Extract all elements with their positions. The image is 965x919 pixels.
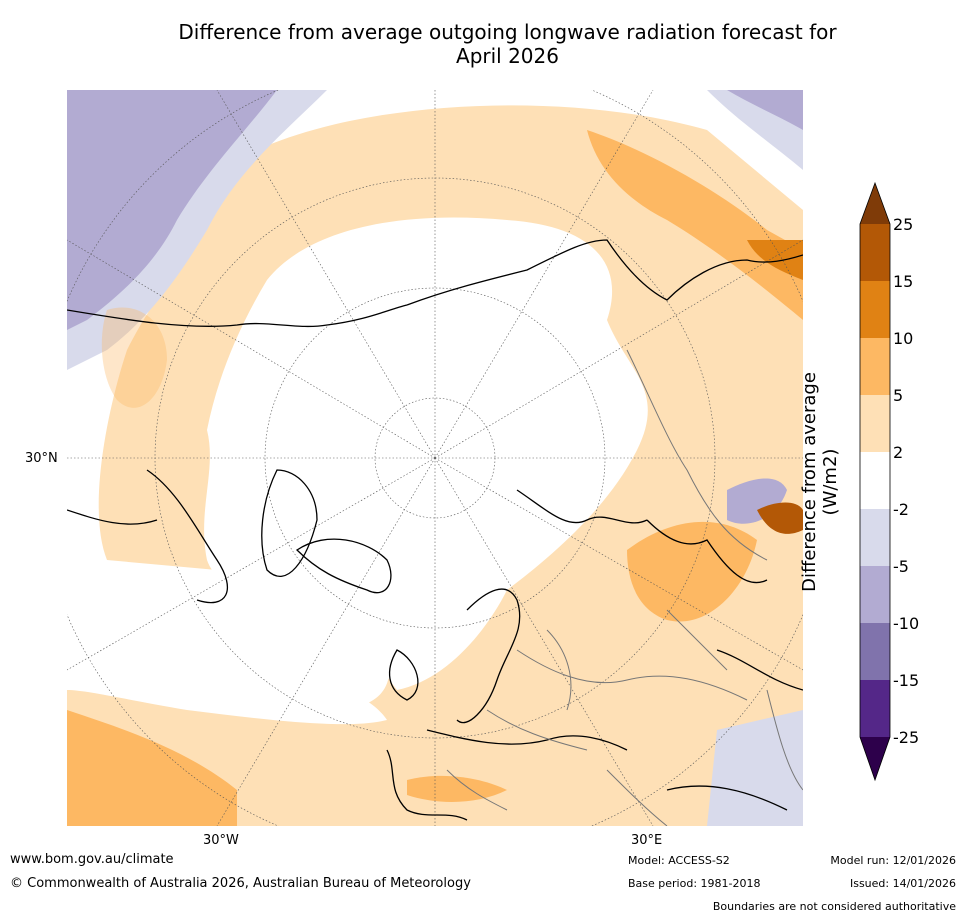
- colorbar-band-neutral: [860, 452, 890, 509]
- issued-text: Issued: 14/01/2026: [849, 877, 956, 890]
- colorbar-band-5-10: [860, 338, 890, 395]
- colorbar: [859, 181, 891, 782]
- base-period-text: Base period: 1981-2018: [628, 877, 761, 890]
- positive-anomaly-regions: [67, 130, 803, 826]
- polar-map: [67, 90, 803, 826]
- colorbar-band-minus-10-15: [860, 623, 890, 680]
- graticule: [67, 90, 803, 826]
- colorbar-tick-minus-10: -10: [893, 614, 920, 633]
- negative-anomaly-regions: [67, 90, 803, 826]
- lat-label-30n: 30°N: [25, 451, 58, 466]
- colorbar-tick-5: 5: [893, 386, 904, 405]
- colorbar-tick-minus-15: -15: [893, 671, 920, 690]
- model-text: Model: ACCESS-S2: [628, 854, 730, 867]
- website-link[interactable]: www.bom.gov.au/climate: [10, 852, 174, 867]
- colorbar-band-minus-5-10: [860, 566, 890, 623]
- colorbar-tick-10: 10: [893, 329, 914, 348]
- colorbar-tick-25: 25: [893, 215, 914, 234]
- chart-title: Difference from average outgoing longwav…: [0, 20, 965, 68]
- lon-label-30w: 30°W: [203, 833, 239, 848]
- near-normal-regions: [67, 217, 648, 725]
- colorbar-outline: [859, 181, 891, 782]
- colorbar-band-minus-2-5: [860, 509, 890, 566]
- colorbar-band-15-25: [860, 224, 890, 281]
- coastlines: [67, 239, 803, 821]
- model-run-text: Model run: 12/01/2026: [830, 854, 956, 867]
- lon-label-30e: 30°E: [631, 833, 663, 848]
- colorbar-tick-minus-2: -2: [893, 500, 909, 519]
- title-line-2: April 2026: [456, 44, 559, 68]
- colorbar-title: Difference from average (W/m2): [799, 372, 841, 592]
- map-canvas: [67, 90, 803, 826]
- colorbar-tick-15: 15: [893, 272, 914, 291]
- colorbar-band-2-5: [860, 395, 890, 452]
- colorbar-under-arrow: [860, 737, 890, 780]
- title-line-1: Difference from average outgoing longwav…: [178, 20, 837, 44]
- colorbar-band-10-15: [860, 281, 890, 338]
- disclaimer-text: Boundaries are not considered authoritat…: [712, 900, 956, 913]
- colorbar-tick-2: 2: [893, 443, 904, 462]
- copyright-text: © Commonwealth of Australia 2026, Austra…: [10, 876, 471, 891]
- country-borders: [446, 349, 803, 826]
- colorbar-tick-minus-25: -25: [893, 728, 920, 747]
- colorbar-band-minus-15-25: [860, 680, 890, 737]
- colorbar-over-arrow: [860, 183, 890, 224]
- colorbar-tick-minus-5: -5: [893, 557, 909, 576]
